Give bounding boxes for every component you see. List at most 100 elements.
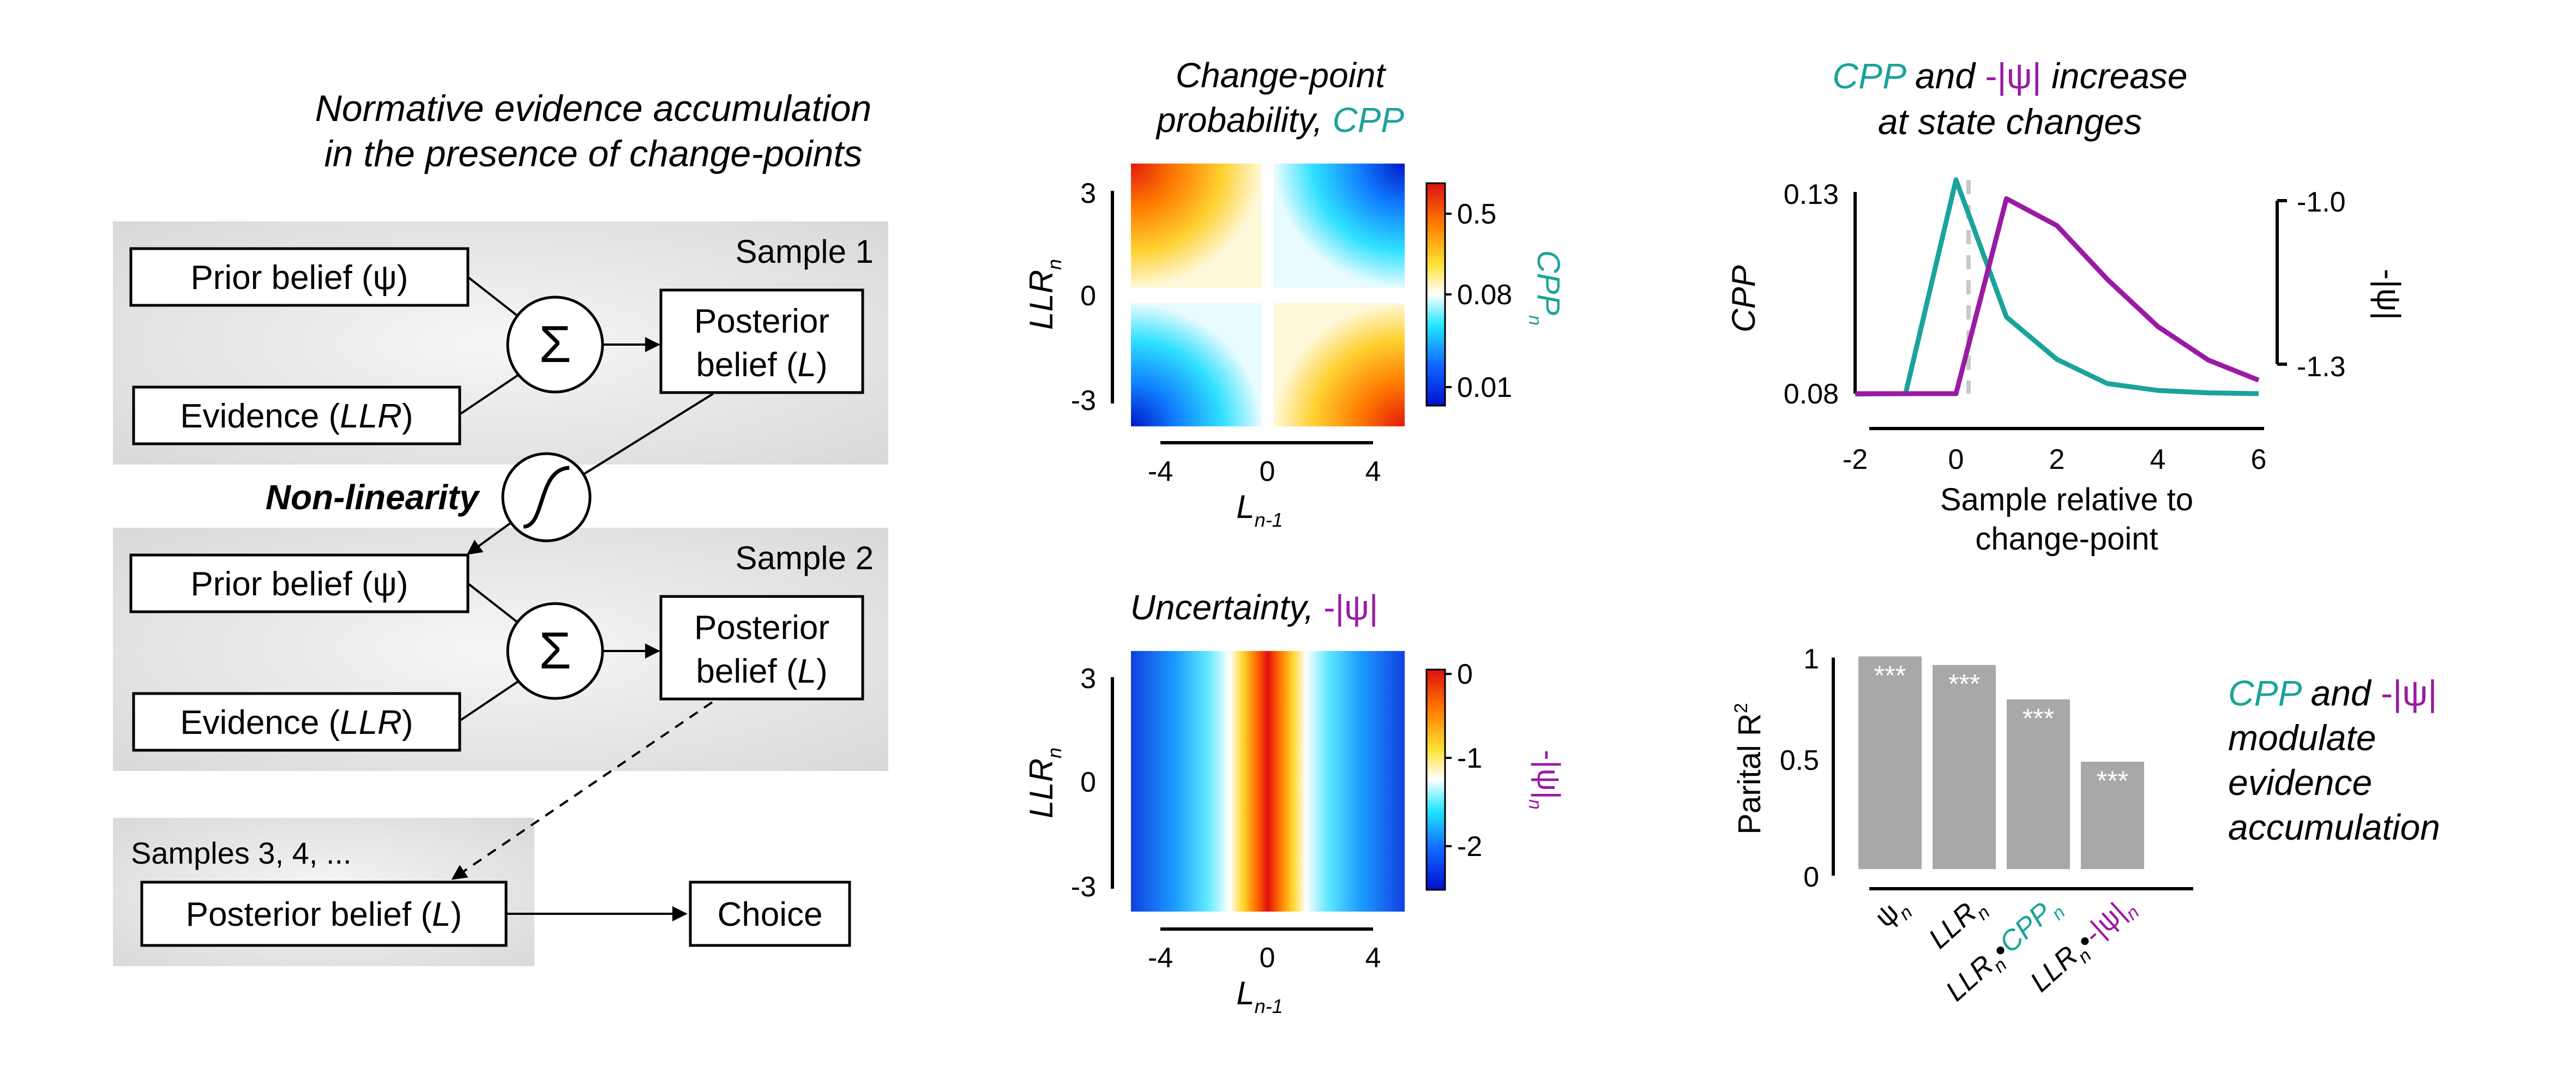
evidence-text: Evidence (LLR) [180,704,413,742]
bar-significance-label: *** [2097,765,2128,796]
sample1-sum-node: Σ [506,296,604,394]
uncertainty-colorbar: 0 -1 -2 -|ψ|n [1425,659,1566,891]
y-tick: 3 [1080,178,1096,209]
side-line1: CPP and -|ψ| [2228,673,2437,713]
x-tick: -4 [1148,456,1173,487]
sample3-label: Samples 3, 4, ... [131,836,352,870]
series-line-cpp [1855,177,2259,397]
flow-diagram: Normative evidence accumulation in the p… [113,88,888,966]
posterior-line1: Posterior [694,609,829,647]
x-tick-label: -2 [1843,444,1868,475]
y-left-tick: 0.13 [1784,179,1839,210]
y-left-tick: 0.08 [1784,378,1839,410]
evidence-text: Evidence (LLR) [180,397,413,435]
sigmoid-icon [523,466,570,529]
sample2-sum-node: Σ [506,602,604,700]
connector-line [459,680,519,722]
y-tick: -3 [1071,871,1096,903]
line-chart-panel: CPP and -|ψ| increase at state changes 0… [1725,56,2407,557]
y-tick: -3 [1071,385,1096,417]
x-axis-label: Ln-1 [1236,489,1283,531]
colorbar-tick: -2 [1457,831,1482,863]
y-axis-label: LLRn [1023,748,1066,818]
bar-y-tick: 1 [1803,643,1819,675]
line-chart-marks [1855,177,2260,397]
posterior-belief-text: Posterior belief (L) [186,896,462,933]
x-axis-label-line1: Sample relative to [1940,482,2193,517]
bar-2 [2007,699,2070,869]
sigma-icon: Σ [539,622,571,680]
sample1-label: Sample 1 [736,233,874,270]
cpp-axes: 3 0 -3 -4 0 4 LLRn Ln-1 [1023,178,1381,531]
bar-chart-marks: *** *** *** *** [1858,656,2144,869]
bar-0 [1858,656,1922,869]
bar-category-label: ψn [1869,890,1917,938]
cpp-heatmap-panel: Change-point probability, CPP 0.5 0.08 0… [1023,56,1566,531]
x-axis-label-line2: change-point [1975,521,2158,557]
posterior-belief-box: Posterior belief (L) [140,881,508,947]
sample1-posterior-box: Posterior belief (L) [659,288,864,394]
y-right-tick: -1.3 [2297,351,2346,383]
bar-y-tick: 0.5 [1780,745,1819,776]
x-tick-label: 6 [2251,444,2267,475]
bar-significance-label: *** [1874,660,1906,691]
series-line-psi [1855,196,2260,396]
x-axis-label: Ln-1 [1236,975,1283,1017]
x-tick-label: 0 [1948,444,1964,475]
bar-significance-label: *** [2023,703,2054,734]
x-tick: 0 [1260,456,1275,487]
side-line2: modulate [2228,718,2376,758]
colorbar-tick: 0 [1457,659,1473,690]
uncertainty-axes: 3 0 -3 -4 0 4 LLRn Ln-1 [1023,663,1381,1017]
prior-belief-text: Prior belief (ψ) [190,259,408,297]
side-line3: evidence [2228,762,2372,803]
connector-line [467,276,519,317]
prior-belief-text: Prior belief (ψ) [190,565,408,603]
y-left-label: CPP [1725,265,1762,332]
bar-3 [2081,762,2144,869]
sample2-evidence-box: Evidence (LLR) [132,692,461,752]
cpp-heatmap [1131,164,1405,426]
bar-y-tick: 0 [1803,861,1819,893]
connector-line [459,374,519,415]
sample1-evidence-box: Evidence (LLR) [132,385,461,445]
x-tick-label: 2 [2049,444,2065,475]
bar-category-labels: ψn LLRn LLRn•CPPn LLRn•-|ψ|n [1869,890,2144,1008]
sample2-prior-belief-box: Prior belief (ψ) [129,553,470,613]
colorbar-tick: 0.01 [1457,372,1512,403]
x-tick: 4 [1365,456,1381,487]
bar-y-label: Parital R2 [1731,703,1767,834]
line-chart-x-ticks: -2 0 2 4 6 [1843,444,2267,475]
y-right-label: -|ψ| [2370,269,2407,320]
choice-text: Choice [718,896,823,933]
side-line4: accumulation [2228,807,2440,847]
sigmoid-node [501,452,592,542]
line-chart-title-line2: at state changes [1878,101,2142,142]
posterior-line2: belief (L) [696,346,827,384]
y-tick: 3 [1080,663,1096,695]
bar-significance-label: *** [1948,669,1980,700]
sample2-posterior-box: Posterior belief (L) [659,595,864,701]
posterior-line1: Posterior [694,303,829,340]
sigma-icon: Σ [539,315,571,373]
x-tick: -4 [1148,942,1173,974]
x-tick-label: 4 [2150,444,2166,475]
bar-chart-panel: 1 0.5 0 Parital R2 *** *** *** *** ψn LLRn … [1731,643,2440,1008]
nonlinearity-label: Non-linearity [266,478,481,517]
colorbar-label: CPPn [1525,250,1566,325]
uncertainty-title: Uncertainty, -|ψ| [1130,588,1379,627]
bar-1 [1933,665,1996,869]
y-axis-label: LLRn [1023,259,1066,330]
bar-category-label: LLRn [1923,890,1994,959]
cpp-title-line2: probability, CPP [1155,100,1404,140]
posterior-line2: belief (L) [696,653,827,690]
y-tick: 0 [1080,767,1096,798]
x-tick: 0 [1260,942,1275,974]
uncertainty-heatmap-panel: Uncertainty, -|ψ| 0 -1 -2 -|ψ|n 3 0 -3 -… [1023,588,1566,1017]
arrow [466,521,513,555]
colorbar-tick: 0.08 [1457,279,1512,311]
choice-box: Choice [689,881,851,947]
colorbar-tick: 0.5 [1457,198,1496,230]
y-tick: 0 [1080,280,1096,312]
